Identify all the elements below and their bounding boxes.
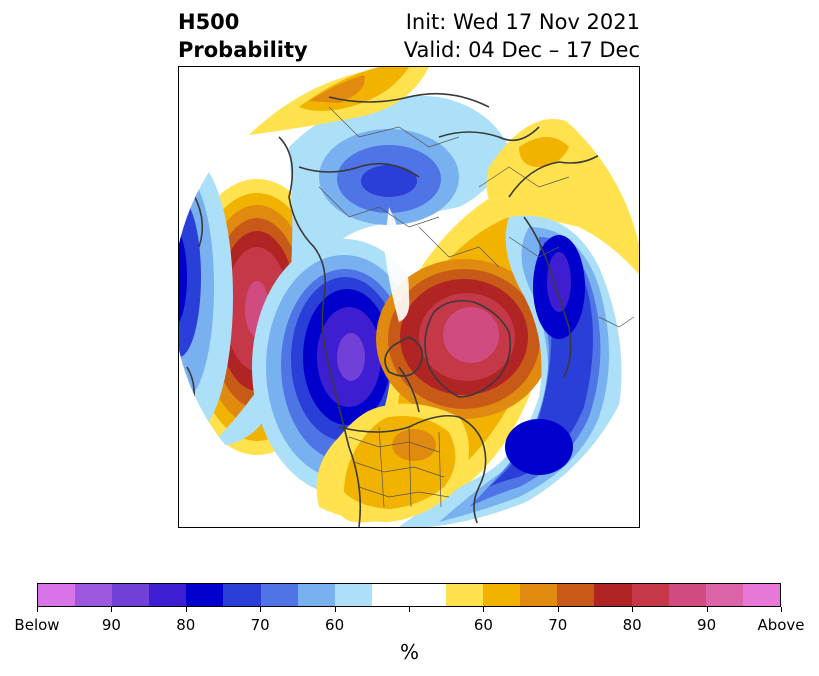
colorbar-segment <box>334 584 372 606</box>
colorbar-tick <box>186 607 187 612</box>
siberia-below-anomaly <box>319 129 459 225</box>
colorbar-segment <box>631 584 669 606</box>
colorbar-label: 60 <box>325 616 345 634</box>
colorbar-segment <box>297 584 335 606</box>
colorbar-segment <box>149 584 187 606</box>
probability-map <box>178 66 640 528</box>
colorbar-segment <box>705 584 743 606</box>
china-above-anomaly <box>249 67 429 135</box>
valid-range: Valid: 04 Dec – 17 Dec <box>403 38 640 62</box>
map-canvas <box>179 67 639 527</box>
title-product: Probability <box>178 38 308 62</box>
colorbar-tick <box>111 607 112 612</box>
colorbar-segment <box>408 584 447 606</box>
country-borders <box>318 106 635 508</box>
colorbar-label: 90 <box>101 616 121 634</box>
colorbar-segment <box>38 584 76 606</box>
north-atlantic-below-anomaly <box>399 215 622 527</box>
colorbar <box>37 583 781 607</box>
colorbar-segment <box>75 584 113 606</box>
coastlines <box>186 92 610 527</box>
colorbar-segment <box>112 584 150 606</box>
colorbar-segment <box>186 584 224 606</box>
colorbar-label: 60 <box>473 616 493 634</box>
colorbar-tick <box>260 607 261 612</box>
title-block-left: H500 Probability <box>178 8 308 64</box>
colorbar-label: 90 <box>697 616 717 634</box>
colorbar-label: Above <box>757 616 805 634</box>
far-west-below-anomaly <box>179 157 233 437</box>
colorbar-tick <box>781 607 782 612</box>
eastern-us-above-anomaly <box>316 403 469 522</box>
title-variable: H500 <box>178 10 240 34</box>
colorbar-tick <box>707 607 708 612</box>
colorbar-label: 80 <box>622 616 642 634</box>
colorbar-tick <box>335 607 336 612</box>
colorbar-unit: % <box>399 640 419 664</box>
colorbar-labels: Below 90 80 70 60 60 70 80 90 Above <box>0 616 819 636</box>
colorbar-label: 70 <box>548 616 568 634</box>
colorbar-label: Below <box>14 616 60 634</box>
colorbar-tick <box>409 607 410 612</box>
colorbar-segment <box>594 584 632 606</box>
title-block-right: Init: Wed 17 Nov 2021 Valid: 04 Dec – 17… <box>404 8 640 64</box>
colorbar-segment <box>668 584 706 606</box>
colorbar-segment <box>483 584 521 606</box>
colorbar-label: 70 <box>250 616 270 634</box>
colorbar-tick <box>37 607 38 612</box>
colorbar-segment <box>742 584 780 606</box>
colorbar-segment <box>260 584 298 606</box>
init-date: Init: Wed 17 Nov 2021 <box>405 10 640 34</box>
colorbar-segment <box>446 584 484 606</box>
colorbar-segment <box>557 584 595 606</box>
colorbar-tick <box>632 607 633 612</box>
colorbar-label: 80 <box>176 616 196 634</box>
colorbar-tick <box>558 607 559 612</box>
colorbar-segment <box>371 584 409 606</box>
colorbar-segment <box>520 584 558 606</box>
colorbar-tick <box>483 607 484 612</box>
colorbar-segment <box>223 584 261 606</box>
